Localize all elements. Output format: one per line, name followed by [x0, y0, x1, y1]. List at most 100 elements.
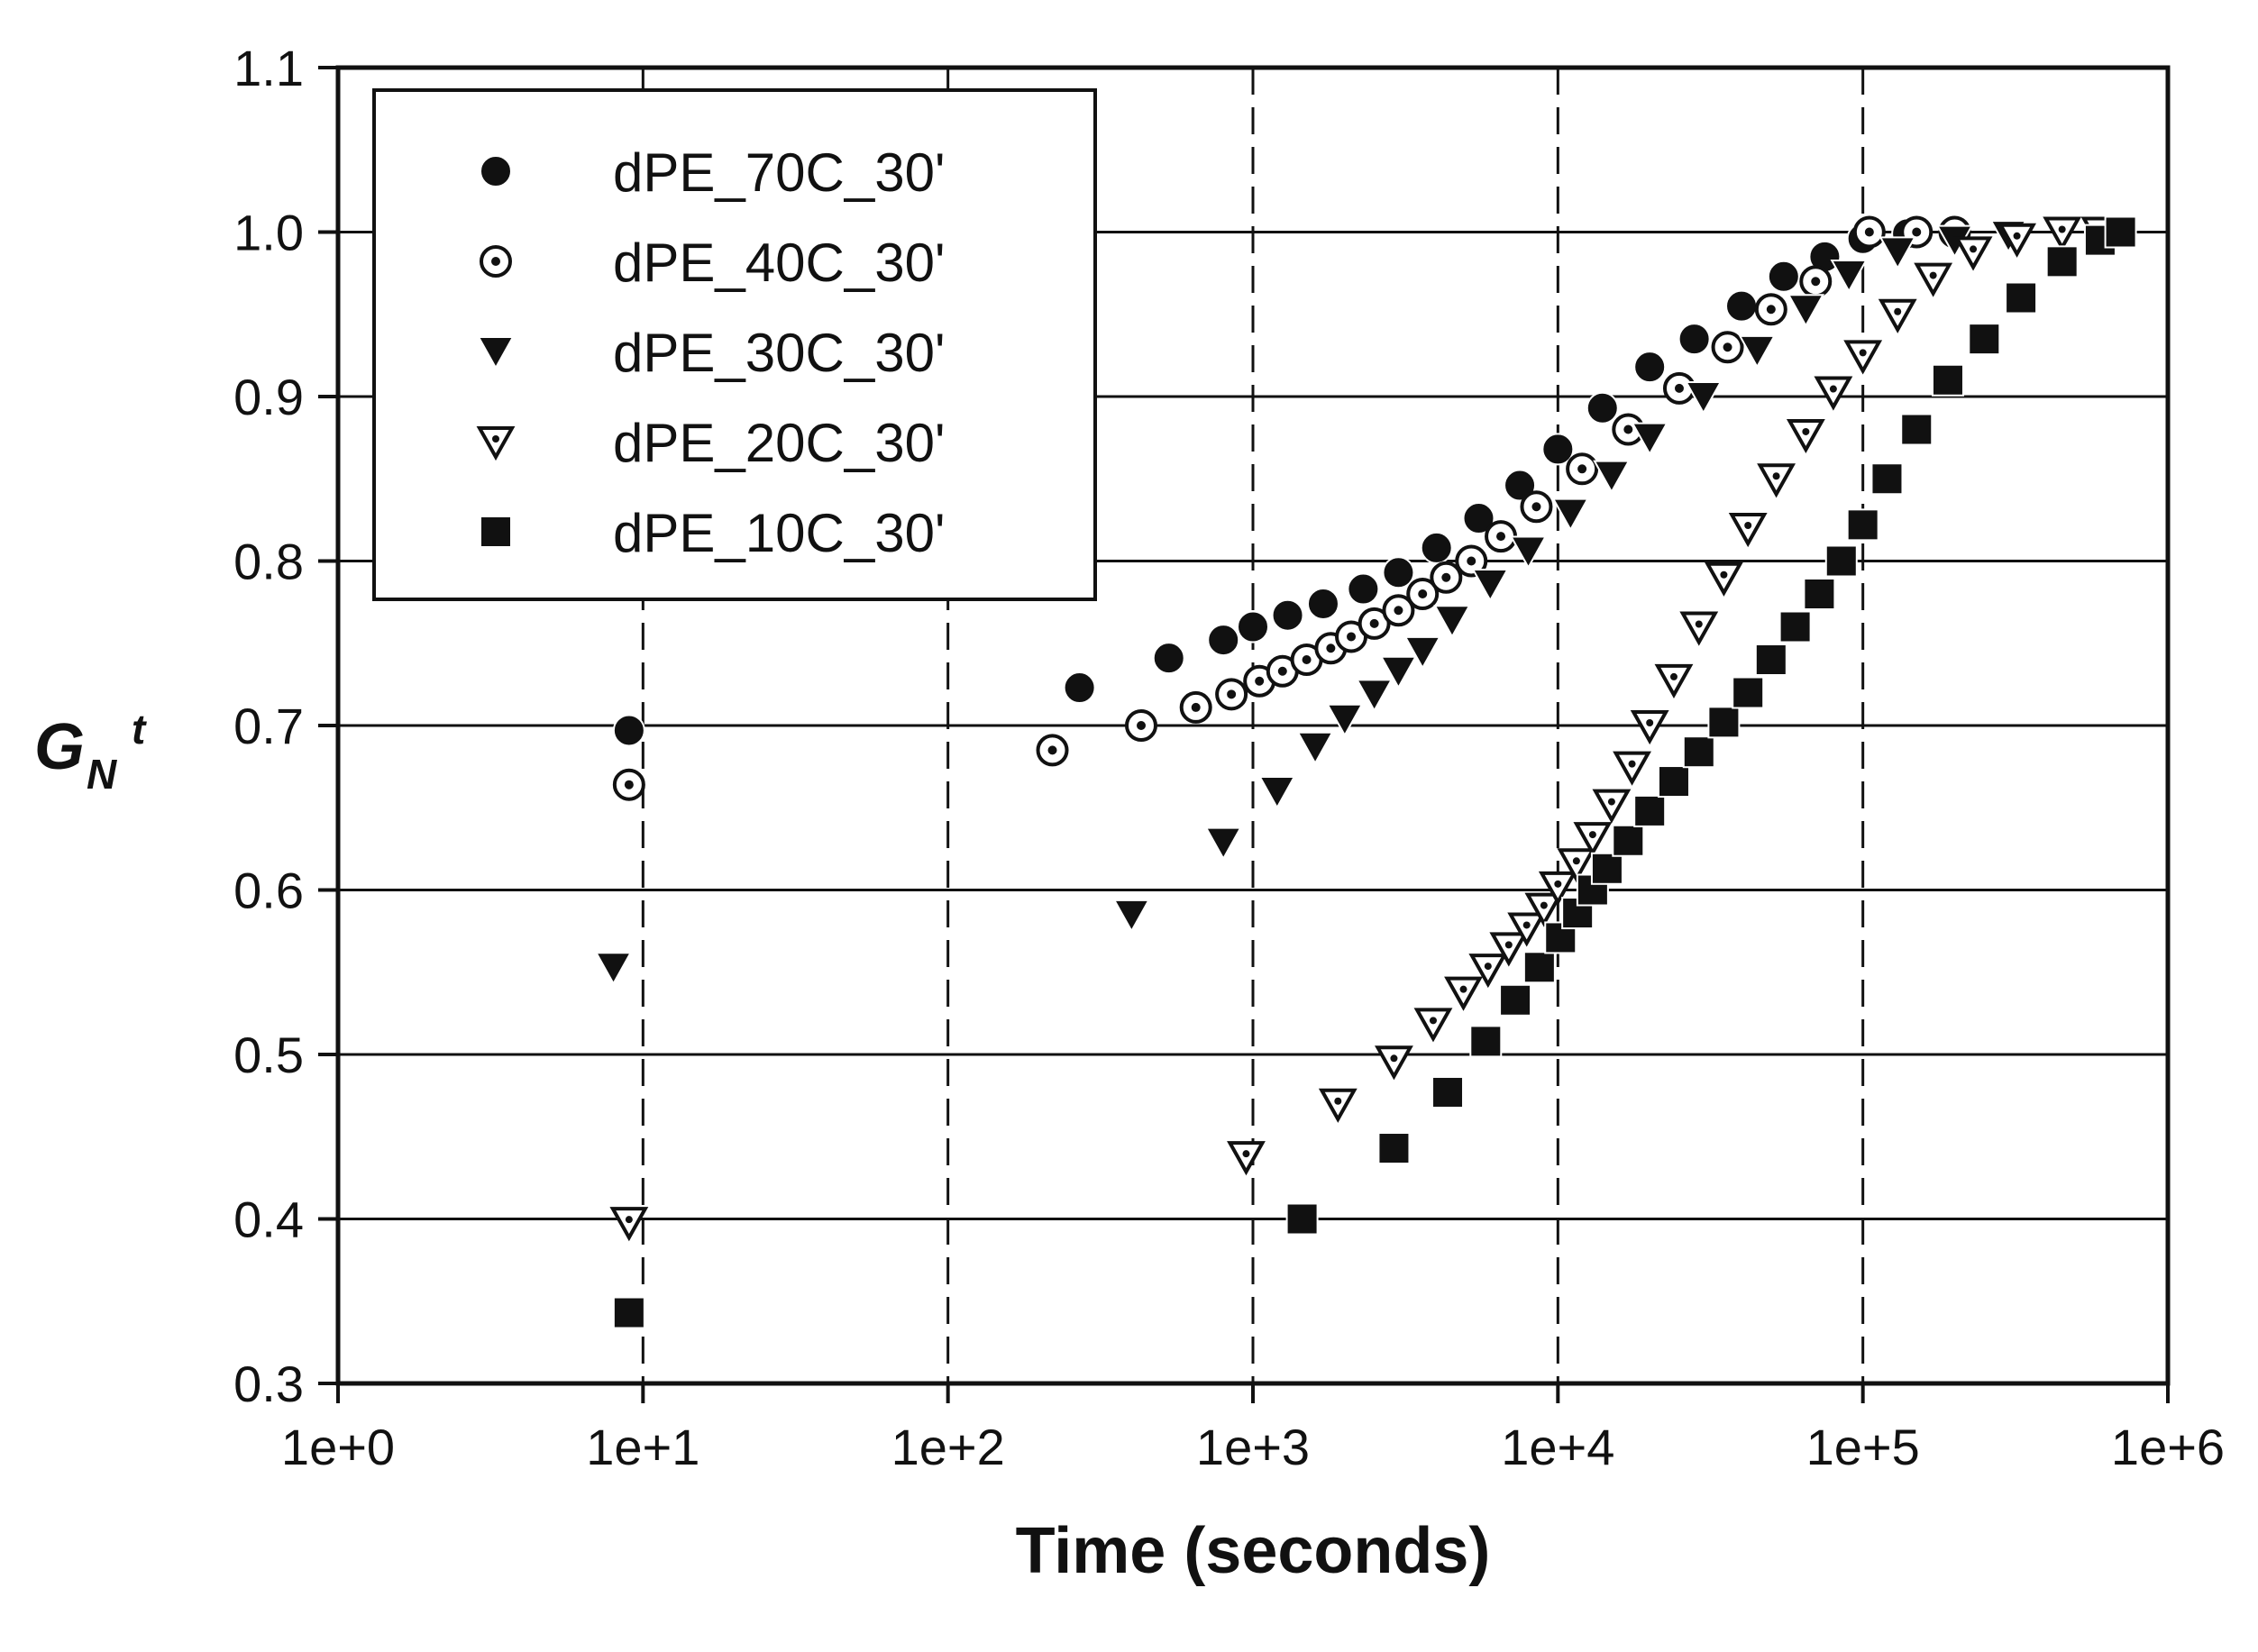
- data-point: [1420, 531, 1453, 564]
- x-axis-title: Time (seconds): [1016, 1515, 1491, 1587]
- data-point: [1657, 765, 1690, 799]
- y-axis-tick-labels: 0.3 0.4 0.5 0.6 0.7 0.8 0.9 1.0 1.1: [233, 40, 304, 1412]
- data-point: [1469, 1025, 1503, 1058]
- data-point: [1725, 289, 1759, 323]
- y-axis-title: G N t: [34, 706, 147, 798]
- data-point: [1704, 561, 1743, 597]
- data-point: [1112, 899, 1151, 933]
- data-point: [1382, 556, 1415, 589]
- data-point: [1679, 611, 1719, 646]
- data-point: [1468, 954, 1508, 989]
- data-point: [1306, 587, 1339, 620]
- data-point: [1757, 463, 1796, 498]
- legend-label: dPE_20C_30': [613, 413, 945, 473]
- x-tick-label: 1e+1: [586, 1419, 699, 1475]
- legend-label: dPE_40C_30': [613, 233, 945, 293]
- data-point: [1538, 871, 1577, 906]
- data-point: [1732, 676, 1765, 709]
- data-point: [1489, 932, 1529, 967]
- data-point: [1524, 892, 1564, 927]
- data-point: [1258, 776, 1296, 810]
- data-point: [1377, 1132, 1411, 1165]
- x-tick-label: 1e+0: [281, 1419, 395, 1475]
- data-point: [1124, 709, 1157, 742]
- data-point: [1036, 734, 1069, 767]
- data-point: [1403, 635, 1441, 670]
- data-point: [2043, 216, 2082, 251]
- data-point: [1662, 371, 1696, 405]
- data-point: [1586, 391, 1619, 424]
- legend-marker: [480, 155, 512, 187]
- data-point: [1215, 678, 1248, 711]
- data-point: [1931, 363, 1964, 397]
- data-point: [1997, 223, 2036, 258]
- data-point: [1406, 578, 1440, 610]
- data-point: [1685, 381, 1723, 415]
- data-point: [1326, 703, 1364, 737]
- data-point: [2104, 215, 2137, 249]
- legend-marker: [476, 426, 516, 461]
- x-axis-tick-labels: 1e+0 1e+1 1e+2 1e+3 1e+4 1e+5 1e+6: [281, 1419, 2225, 1475]
- data-point: [1379, 655, 1418, 689]
- data-point: [1824, 544, 1858, 578]
- data-point: [1207, 624, 1240, 657]
- data-point: [1592, 789, 1632, 824]
- data-point: [1433, 605, 1471, 639]
- data-point: [594, 952, 633, 986]
- data-point: [1612, 824, 1645, 857]
- data-point: [1509, 535, 1548, 570]
- y-tick-label: 1.1: [233, 40, 304, 96]
- data-point: [1852, 215, 1886, 249]
- data-point: [1557, 848, 1596, 883]
- data-point: [1285, 1202, 1319, 1236]
- data-point: [1738, 334, 1777, 369]
- data-point: [1754, 293, 1787, 326]
- data-point: [612, 714, 645, 747]
- data-point: [1590, 852, 1623, 885]
- data-point: [1654, 663, 1694, 698]
- data-point: [1803, 578, 1836, 610]
- axis-ticks: [318, 66, 2170, 1403]
- data-point: [1551, 497, 1590, 532]
- y-tick-label: 1.0: [233, 205, 304, 261]
- y-axis-title-superscript: t: [132, 706, 147, 753]
- data-point: [1631, 422, 1668, 456]
- plot-area: [594, 215, 2140, 1329]
- data-point: [1630, 710, 1669, 745]
- data-point: [1413, 1008, 1453, 1043]
- data-point: [609, 1207, 649, 1242]
- data-point: [1799, 265, 1833, 298]
- data-point: [1358, 607, 1391, 640]
- data-point: [1814, 376, 1853, 411]
- y-tick-label: 0.3: [233, 1355, 304, 1412]
- series-1: [612, 215, 1971, 747]
- data-point: [1444, 976, 1483, 1011]
- data-point: [1204, 826, 1242, 861]
- data-point: [1335, 620, 1368, 653]
- y-tick-label: 0.8: [233, 534, 304, 590]
- x-tick-label: 1e+2: [891, 1419, 1005, 1475]
- x-tick-label: 1e+3: [1196, 1419, 1310, 1475]
- legend: dPE_70C_30' dPE_40C_30' dPE_30C_30' dPE_20C…: [372, 88, 1097, 601]
- legend-marker: [480, 245, 512, 278]
- data-point: [1271, 598, 1304, 632]
- data-point: [1179, 690, 1212, 724]
- data-point: [1682, 735, 1715, 769]
- data-point: [1227, 1141, 1266, 1176]
- data-point: [1613, 751, 1651, 786]
- data-point: [1754, 643, 1787, 676]
- data-point: [1968, 323, 2001, 356]
- data-point: [1152, 642, 1185, 675]
- y-axis-title-subscript: N: [87, 751, 117, 798]
- y-tick-label: 0.5: [233, 1027, 304, 1083]
- data-point: [1382, 594, 1415, 627]
- data-point: [1711, 331, 1744, 364]
- data-point: [1520, 490, 1553, 524]
- series-2: [612, 215, 1971, 801]
- data-point: [2005, 281, 2038, 315]
- data-point: [1063, 671, 1096, 705]
- data-point: [1504, 469, 1537, 502]
- data-point: [1633, 794, 1667, 827]
- legend-marker: [480, 516, 512, 548]
- data-point: [612, 768, 645, 801]
